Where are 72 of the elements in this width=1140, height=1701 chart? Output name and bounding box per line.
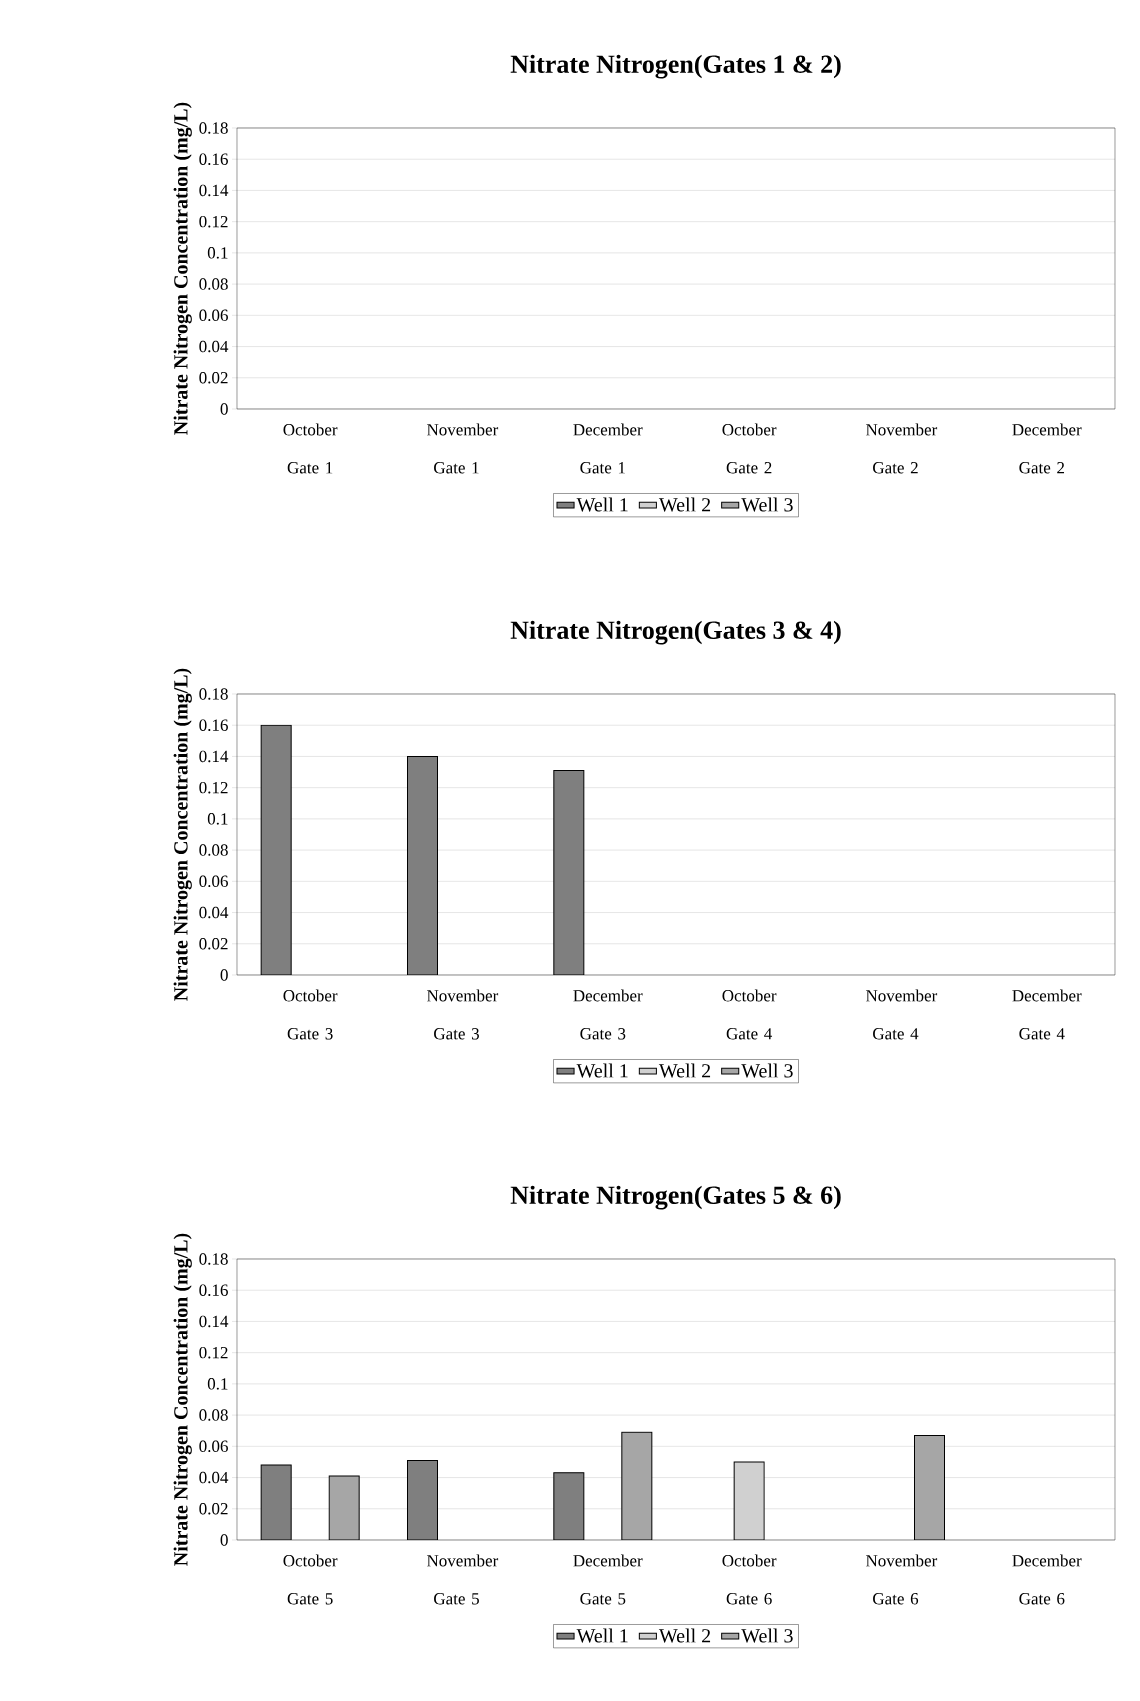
y-tick-label: 0.06	[199, 1440, 228, 1453]
y-tick-label: 0.16	[199, 719, 228, 731]
category-label: November Gate 5	[426, 1554, 499, 1605]
y-tick-label: 0	[220, 969, 228, 981]
bar	[553, 1472, 585, 1540]
y-tick-label: 0.02	[199, 938, 228, 950]
y-tick-label: 0.18	[199, 688, 228, 700]
y-tick-label: 0.12	[199, 215, 228, 228]
category-label: November Gate 4	[865, 989, 938, 1040]
chart-title: Nitrate Nitrogen(Gates 3 & 4)	[510, 620, 841, 645]
y-axis-title: Nitrate Nitrogen Concentration (mg/L)	[173, 102, 192, 435]
y-tick-label: 0.08	[199, 278, 228, 290]
bar	[260, 724, 292, 975]
y-tick-label: 0.02	[199, 1503, 228, 1515]
category-label: November Gate 3	[426, 989, 499, 1040]
y-tick-label: 0.02	[199, 372, 228, 384]
bar	[407, 1459, 438, 1540]
y-axis-title: Nitrate Nitrogen Concentration (mg/L)	[173, 1233, 192, 1566]
y-tick-label: 0.04	[199, 906, 229, 919]
y-tick-label: 0.06	[199, 875, 228, 888]
y-axis-title: Nitrate Nitrogen Concentration (mg/L)	[173, 668, 192, 1001]
y-tick-label: 0.14	[199, 750, 229, 763]
category-label: December Gate 4	[1012, 989, 1082, 1040]
legend-label: Well 3	[741, 1628, 793, 1643]
y-tick-label: 0.1	[207, 813, 228, 825]
legend-label: Well 3	[741, 497, 793, 512]
y-tick-label: 0.04	[199, 1471, 229, 1484]
category-label: October Gate 1	[283, 423, 338, 474]
category-label: December Gate 1	[573, 423, 643, 474]
legend-label: Well 1	[576, 497, 628, 512]
bar	[914, 1434, 945, 1540]
bar	[553, 769, 585, 975]
category-label: December Gate 3	[573, 989, 643, 1040]
bar	[407, 755, 438, 975]
y-tick-label: 0.06	[199, 309, 228, 322]
category-label: October Gate 2	[722, 423, 777, 474]
y-tick-label: 0	[220, 1534, 228, 1546]
bar	[328, 1475, 360, 1540]
legend-label: Well 1	[576, 1628, 628, 1643]
legend-label: Well 3	[741, 1063, 793, 1078]
y-tick-label: 0.08	[199, 844, 228, 856]
y-tick-label: 0.14	[199, 1315, 229, 1328]
category-label: October Gate 4	[722, 989, 777, 1040]
chart-title: Nitrate Nitrogen(Gates 5 & 6)	[510, 1185, 841, 1210]
legend-label: Well 2	[658, 1063, 711, 1078]
category-label: December Gate 5	[573, 1554, 643, 1605]
y-tick-label: 0.1	[207, 247, 228, 259]
y-tick-label: 0.16	[199, 153, 228, 165]
legend-label: Well 2	[658, 497, 711, 512]
y-tick-label: 0.18	[199, 122, 228, 134]
y-tick-label: 0.16	[199, 1284, 228, 1296]
category-label: December Gate 2	[1012, 423, 1082, 474]
category-label: November Gate 1	[426, 423, 499, 474]
y-tick-label: 0.1	[207, 1378, 228, 1390]
y-tick-label: 0.12	[199, 1346, 228, 1359]
y-tick-label: 0.18	[199, 1253, 228, 1265]
chart-title: Nitrate Nitrogen(Gates 1 & 2)	[510, 54, 841, 79]
category-label: November Gate 2	[865, 423, 938, 474]
y-tick-label: 0.08	[199, 1409, 228, 1421]
category-label: October Gate 6	[722, 1554, 777, 1605]
category-label: October Gate 5	[283, 1554, 338, 1605]
y-tick-label: 0.14	[199, 184, 229, 197]
bar	[621, 1431, 653, 1540]
y-tick-label: 0.04	[199, 340, 229, 353]
category-label: December Gate 6	[1012, 1554, 1082, 1605]
bar	[260, 1464, 292, 1540]
y-tick-label: 0.12	[199, 781, 228, 794]
category-label: November Gate 6	[865, 1554, 938, 1605]
legend-label: Well 2	[658, 1628, 711, 1643]
y-tick-label: 0	[220, 403, 228, 415]
category-label: October Gate 3	[283, 989, 338, 1040]
legend-label: Well 1	[576, 1063, 628, 1078]
